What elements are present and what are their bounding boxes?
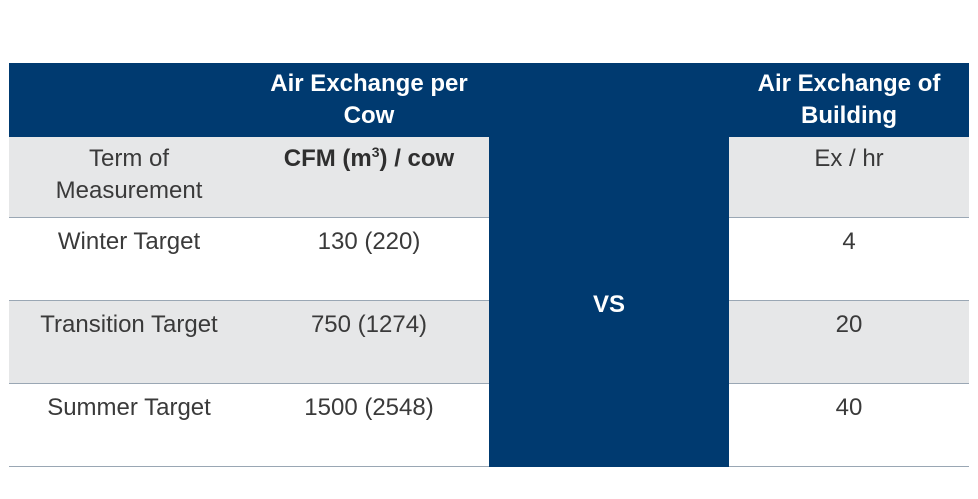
row-building-value: 40 — [729, 383, 969, 467]
vs-cell: VS — [489, 137, 729, 467]
term-of-measurement-label: Term of Measurement — [9, 137, 249, 218]
cfm-per-cow-unit: CFM (m3) / cow — [249, 137, 489, 218]
row-per-cow-value: 1500 (2548) — [249, 383, 489, 467]
cfm-unit-suffix: ) / cow — [379, 145, 455, 172]
row-per-cow-value: 750 (1274) — [249, 300, 489, 384]
cfm-unit-prefix: CFM (m — [283, 145, 372, 172]
header-air-exchange-per-cow: Air Exchange per Cow — [249, 63, 489, 137]
table-row: Transition Target 750 (1274) 20 — [9, 300, 969, 384]
row-term: Transition Target — [9, 300, 249, 384]
row-term: Winter Target — [9, 217, 249, 301]
ex-per-hr-unit: Ex / hr — [729, 137, 969, 218]
table-row: Summer Target 1500 (2548) 40 — [9, 383, 969, 467]
header-air-exchange-of-building: Air Exchange of Building — [729, 63, 969, 137]
air-exchange-table: Air Exchange per Cow Air Exchange of Bui… — [9, 63, 969, 467]
header-empty-cell — [9, 63, 249, 137]
row-term: Summer Target — [9, 383, 249, 467]
subheader-row: Term of Measurement CFM (m3) / cow VS Ex… — [9, 137, 969, 467]
cfm-unit-superscript: 3 — [371, 144, 380, 160]
header-row: Air Exchange per Cow Air Exchange of Bui… — [9, 63, 969, 137]
row-building-value: 20 — [729, 300, 969, 384]
vs-label: VS — [592, 290, 625, 318]
header-vs-column — [489, 63, 729, 137]
table-row: Winter Target 130 (220) 4 — [9, 217, 969, 301]
air-exchange-table-container: Air Exchange per Cow Air Exchange of Bui… — [9, 63, 969, 467]
row-per-cow-value: 130 (220) — [249, 217, 489, 301]
row-building-value: 4 — [729, 217, 969, 301]
